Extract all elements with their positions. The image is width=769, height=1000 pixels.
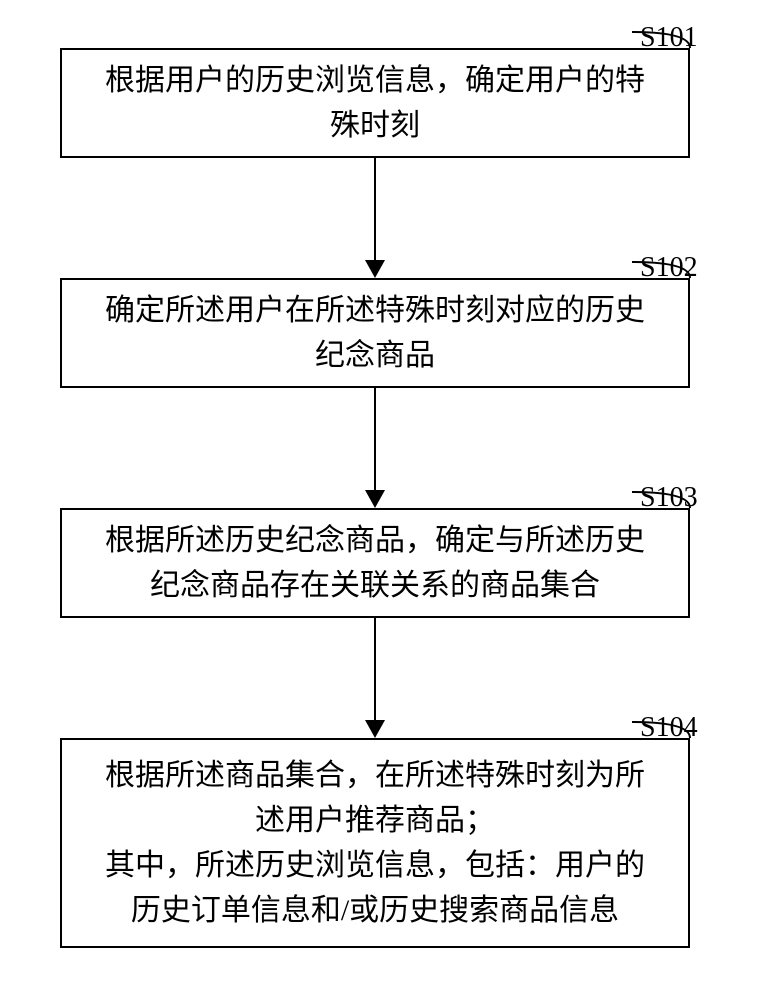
flow-arrow-3 bbox=[0, 0, 769, 1000]
